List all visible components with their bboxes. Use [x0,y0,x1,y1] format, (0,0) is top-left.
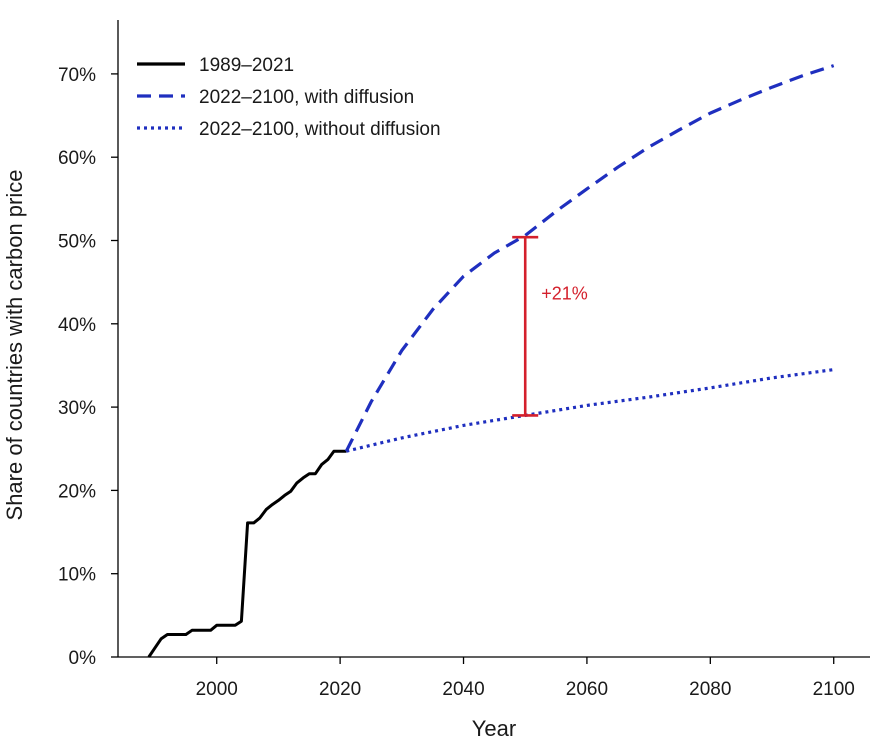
x-tick-label: 2020 [319,679,361,700]
y-tick-label: 60% [58,148,96,169]
y-tick-label: 40% [58,315,96,336]
x-tick-label: 2060 [566,679,608,700]
legend-label-2: 2022–2100, with diffusion [199,87,414,108]
series-line-1 [147,449,347,658]
y-tick-label: 0% [69,648,97,669]
y-tick-label: 20% [58,481,96,502]
series-line-3 [345,368,834,453]
annotation-layer: +21% [512,235,588,417]
errorbar-label: +21% [541,283,588,303]
legend-label-3: 2022–2100, without diffusion [199,119,441,140]
x-tick-label: 2040 [442,679,484,700]
x-tick-label: 2000 [196,679,238,700]
series-line-2 [344,64,835,452]
y-tick-label: 70% [58,65,96,86]
y-tick-label: 10% [58,565,96,586]
x-tick-label: 2080 [689,679,731,700]
axes: 0% 10% 20% 30% 40% 50% 60% 70% 2000 2020 2040 2060… [58,20,870,700]
y-tick-label: 50% [58,232,96,253]
x-axis-title: Year [472,716,516,741]
series-layer [147,64,835,658]
x-ticks: 2000 2020 2040 2060 2080 2100 [196,657,855,700]
y-tick-label: 30% [58,398,96,419]
legend: 1989–2021 2022–2100, with diffusion 2022–2… [137,55,441,140]
x-tick-label: 2100 [813,679,855,700]
legend-label-1: 1989–2021 [199,55,294,76]
y-axis-title: Share of countries with carbon price [2,170,27,521]
y-ticks: 0% 10% 20% 30% 40% 50% 60% 70% [58,65,118,669]
